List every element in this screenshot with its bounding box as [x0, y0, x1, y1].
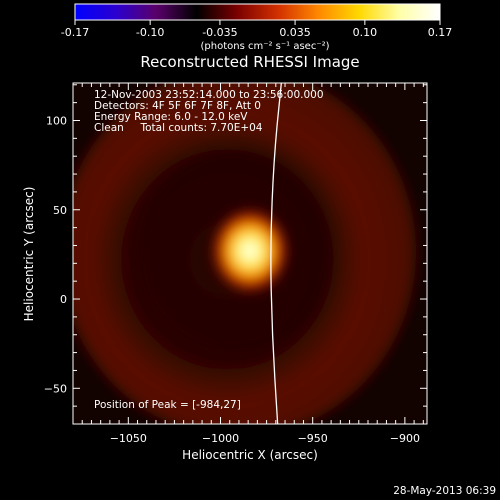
- info-energy-range: Energy Range: 6.0 - 12.0 keV: [94, 111, 248, 123]
- footer-date: 28-May-2013 06:39: [393, 485, 496, 497]
- heatmap-peak-source: [210, 206, 290, 295]
- x-axis: −1050 −1000 −950 −900: [81, 83, 424, 445]
- colorbar-ticks: -0.17 -0.10 -0.035 0.035 0.10 0.17: [61, 20, 452, 39]
- solar-limb-curve: [270, 83, 282, 424]
- y-tick-label: 50: [53, 204, 67, 217]
- plot-frame: [72, 82, 428, 425]
- info-detectors: Detectors: 4F 5F 6F 7F 8F, Att 0: [94, 100, 261, 112]
- chart-title: Reconstructed RHESSI Image: [140, 53, 359, 71]
- colorbar-tick-label: -0.035: [202, 26, 237, 39]
- y-axis: −50 0 50 100: [44, 84, 427, 425]
- colorbar-tick-label: 0.035: [279, 26, 311, 39]
- x-tick-label: −1000: [202, 432, 239, 445]
- y-tick-label: 0: [60, 293, 67, 306]
- heatmap-image: [73, 83, 427, 424]
- info-time-range: 12-Nov-2003 23:52:14.000 to 23:56:00.000: [94, 89, 324, 101]
- y-tick-label: 100: [46, 114, 67, 127]
- info-clean-counts: Clean Total counts: 7.70E+04: [94, 122, 263, 134]
- colorbar-frame: [74, 3, 441, 21]
- y-tick-label: −50: [44, 382, 67, 395]
- colorbar-tick-label: 0.10: [353, 26, 378, 39]
- peak-position-label: Position of Peak = [-984,27]: [94, 399, 241, 411]
- colorbar-tick-label: -0.10: [136, 26, 164, 39]
- x-tick-label: −950: [298, 432, 328, 445]
- colorbar: -0.17 -0.10 -0.035 0.035 0.10 0.17 (photons c…: [61, 3, 452, 52]
- y-axis-label: Heliocentric Y (arcsec): [22, 187, 36, 322]
- colorbar-strip: [75, 4, 440, 20]
- colorbar-units-label: (photons cm⁻² s⁻¹ asec⁻²): [200, 41, 329, 52]
- x-axis-label: Heliocentric X (arcsec): [182, 448, 318, 462]
- colorbar-tick-label: -0.17: [61, 26, 89, 39]
- x-tick-label: −900: [390, 432, 420, 445]
- x-tick-label: −1050: [110, 432, 147, 445]
- colorbar-tick-label: 0.17: [428, 26, 453, 39]
